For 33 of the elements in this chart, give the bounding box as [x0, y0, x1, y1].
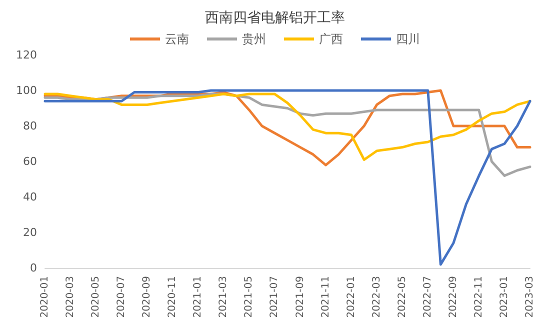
- x-tick-label: 2021-03: [218, 276, 230, 318]
- x-tick-label: 2022-11: [473, 276, 484, 318]
- y-tick-label: 100: [16, 84, 37, 97]
- x-tick-label: 2020-03: [65, 276, 76, 318]
- x-tick-label: 2020-11: [167, 276, 178, 318]
- line-series: [44, 89, 532, 266]
- x-tick-label: 2021-01: [192, 276, 204, 318]
- x-tick-label: 2020-05: [90, 276, 102, 318]
- x-tick-label: 2021-05: [244, 276, 255, 318]
- y-tick-label: 80: [23, 120, 37, 132]
- x-tick-label: 2023-03: [524, 276, 536, 318]
- x-tick-label: 2022-03: [371, 276, 382, 318]
- x-tick-label: 2021-09: [294, 276, 306, 318]
- y-tick-label: 120: [16, 48, 37, 62]
- x-tick-label: 2022-07: [422, 276, 434, 318]
- y-tick-label: 0: [30, 262, 37, 274]
- y-tick-label: 60: [23, 155, 37, 168]
- legend-label: 贵州: [242, 32, 266, 46]
- chart-title: 西南四省电解铝开工率: [205, 10, 345, 26]
- x-tick-label: 2020-07: [116, 276, 128, 318]
- x-tick-label: 2022-09: [448, 276, 459, 318]
- legend-label: 云南: [165, 32, 189, 46]
- x-tick-label: 2020-09: [142, 276, 153, 318]
- x-tick-label: 2020-01: [40, 276, 50, 318]
- x-tick-label: 2023-01: [498, 276, 510, 318]
- x-tick-label: 2022-01: [346, 276, 357, 318]
- y-tick-label: 20: [23, 226, 37, 239]
- x-tick-label: 2021-07: [269, 276, 280, 318]
- legend-label: 四川: [396, 32, 420, 46]
- x-tick-label: 2022-05: [396, 276, 408, 318]
- y-tick-label: 40: [23, 190, 37, 204]
- x-tick-label: 2021-11: [320, 276, 332, 318]
- legend-label: 广西: [319, 32, 343, 46]
